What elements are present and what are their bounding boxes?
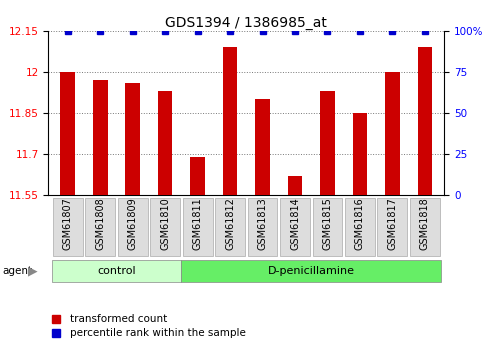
Text: agent: agent	[2, 266, 32, 276]
Text: control: control	[97, 266, 136, 276]
Bar	[353, 113, 367, 195]
Text: GSM61812: GSM61812	[225, 197, 235, 250]
Text: GSM61810: GSM61810	[160, 197, 170, 250]
Text: transformed count: transformed count	[70, 314, 167, 324]
Bar	[190, 157, 205, 195]
FancyBboxPatch shape	[52, 260, 182, 282]
Bar	[320, 91, 335, 195]
FancyBboxPatch shape	[183, 198, 213, 256]
Text: GSM61818: GSM61818	[420, 197, 430, 250]
Text: GSM61811: GSM61811	[193, 197, 203, 250]
Text: ▶: ▶	[28, 264, 38, 277]
Text: GSM61817: GSM61817	[387, 197, 398, 250]
Bar	[418, 47, 432, 195]
Text: GSM61815: GSM61815	[323, 197, 332, 250]
FancyBboxPatch shape	[118, 198, 148, 256]
FancyBboxPatch shape	[345, 198, 375, 256]
Bar	[288, 176, 302, 195]
Bar	[158, 91, 172, 195]
FancyBboxPatch shape	[378, 198, 407, 256]
FancyBboxPatch shape	[280, 198, 310, 256]
FancyBboxPatch shape	[182, 260, 441, 282]
Bar	[60, 72, 75, 195]
Bar	[255, 99, 270, 195]
FancyBboxPatch shape	[215, 198, 245, 256]
FancyBboxPatch shape	[85, 198, 115, 256]
Text: GSM61807: GSM61807	[63, 197, 73, 250]
Text: GSM61809: GSM61809	[128, 197, 138, 250]
Text: GSM61808: GSM61808	[95, 197, 105, 250]
Title: GDS1394 / 1386985_at: GDS1394 / 1386985_at	[165, 16, 327, 30]
FancyBboxPatch shape	[150, 198, 180, 256]
Bar	[126, 83, 140, 195]
Text: GSM61816: GSM61816	[355, 197, 365, 250]
FancyBboxPatch shape	[313, 198, 342, 256]
Text: GSM61813: GSM61813	[257, 197, 268, 250]
Text: percentile rank within the sample: percentile rank within the sample	[70, 328, 246, 338]
Text: D-penicillamine: D-penicillamine	[268, 266, 355, 276]
FancyBboxPatch shape	[410, 198, 440, 256]
Text: GSM61814: GSM61814	[290, 197, 300, 250]
Bar	[93, 80, 108, 195]
FancyBboxPatch shape	[53, 198, 83, 256]
Bar	[223, 47, 238, 195]
FancyBboxPatch shape	[248, 198, 278, 256]
Bar	[385, 72, 400, 195]
